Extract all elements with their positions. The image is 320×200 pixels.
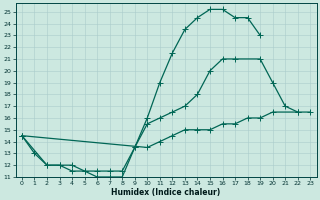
X-axis label: Humidex (Indice chaleur): Humidex (Indice chaleur) [111, 188, 221, 197]
